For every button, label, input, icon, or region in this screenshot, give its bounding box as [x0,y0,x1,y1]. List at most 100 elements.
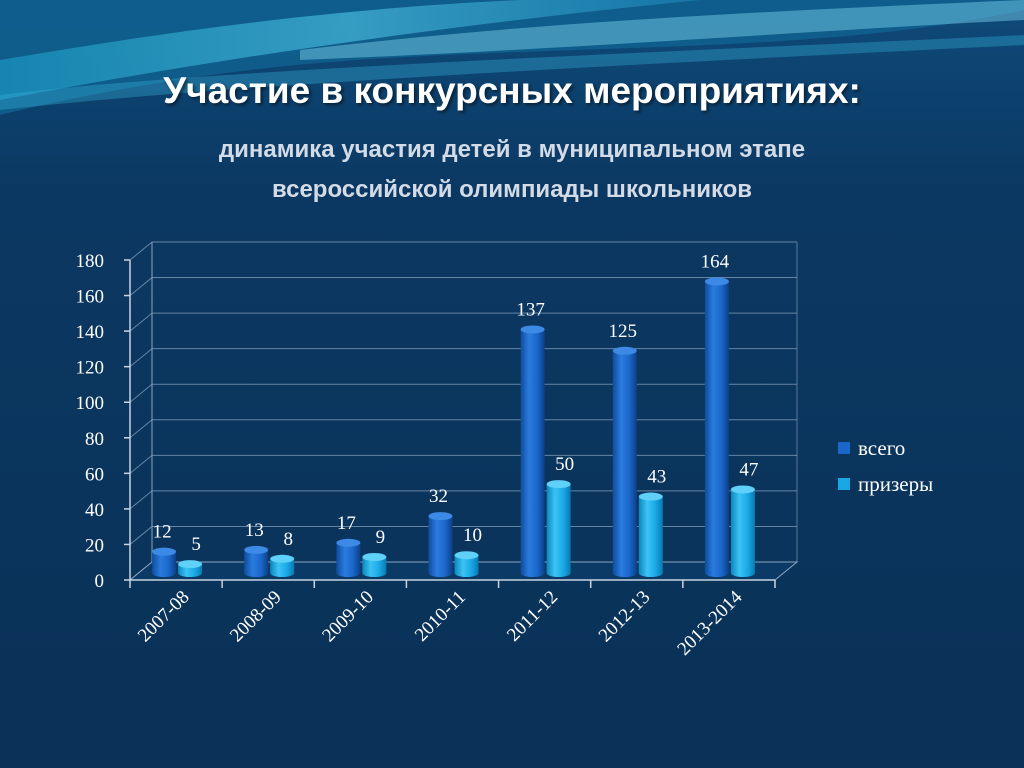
bar-cap [638,492,663,501]
data-label-winners: 43 [647,467,666,488]
bar-cap [428,512,453,521]
bar-base [336,569,361,577]
y-tick-label: 140 [76,322,105,343]
bar-body [244,549,269,573]
bar-cap [152,547,177,556]
bar-base [704,569,729,577]
data-label-winners: 10 [463,525,482,546]
bar-body [730,489,755,573]
bar-total-2011-12 [520,325,545,577]
bar-base [178,569,203,577]
y-tick-label: 100 [76,393,105,414]
bar-body [638,496,663,573]
bar-body [362,557,387,573]
chart-legend: всего призеры [838,430,933,502]
legend-swatch-winners [838,478,850,490]
bar-base [638,569,663,577]
y-tick-label: 120 [76,358,105,379]
y-tick-label: 180 [76,251,105,272]
data-label-total: 17 [337,513,356,534]
bar-base [428,569,453,577]
x-tick-label: 2011-12 [503,587,562,646]
legend-label-total: всего [858,435,906,460]
data-label-total: 125 [609,321,638,342]
gridline-side [129,383,153,403]
subtitle-line-2: всероссийской олимпиады школьников [271,176,753,203]
data-label-total: 13 [245,520,264,541]
data-label-total: 32 [429,486,448,507]
legend-label-winners: призеры [858,471,934,496]
y-tick-label: 40 [85,500,104,521]
data-label-winners: 47 [739,459,758,480]
bar-winners-2012-13 [638,492,663,577]
bar-body [428,516,453,573]
gridline-side [129,241,153,261]
data-label-winners: 5 [191,534,201,555]
x-tick-label: 2008-09 [226,587,286,647]
bar-total-2013-2014 [704,277,729,577]
legend-item-total: всего [838,430,933,466]
bar-total-2007-08 [152,547,177,577]
data-label-total: 164 [701,251,730,272]
bar-body [270,558,295,573]
gridline-side [129,454,153,474]
x-tick-label: 2009-10 [318,587,378,647]
bar-cap [244,545,269,554]
bar-base [730,569,755,577]
bar-winners-2009-10 [362,553,387,577]
chart-axes [124,242,799,588]
data-label-total: 12 [153,522,172,543]
data-label-winners: 50 [555,454,574,475]
bar-cap [454,551,479,560]
x-tick-label: 2013-2014 [673,586,746,659]
y-tick-label: 60 [85,464,104,485]
bar-body [454,555,479,573]
bar-winners-2008-09 [270,554,295,577]
bar-cap [362,553,387,561]
gridline-side [129,419,153,439]
bar-cap [730,485,755,494]
bar-cap [546,480,571,489]
slide-title: Участие в конкурсных мероприятиях: [163,70,861,111]
bar-base [546,569,571,577]
data-label-winners: 8 [283,529,293,550]
bar-body [612,350,637,573]
slide-subtitle: динамика участия детей в муниципальном э… [112,130,912,210]
bar-winners-2007-08 [178,560,203,577]
bar-total-2010-11 [428,512,453,577]
bar-cap [704,277,729,286]
gridline-side [129,277,153,296]
bar-winners-2013-2014 [730,485,755,577]
bar-base [362,569,387,577]
gridline-side [129,490,153,510]
gridline-side [129,348,153,368]
bar-base [612,569,637,577]
bar-base [244,569,269,577]
bar-cap [270,554,295,563]
y-tick-label: 20 [85,535,104,556]
legend-item-winners: призеры [838,466,933,502]
bar-body [546,484,571,573]
bar-winners-2011-12 [546,480,571,577]
x-tick-label: 2012-13 [595,587,655,647]
bar-total-2012-13 [612,346,637,577]
bar-base [454,569,479,577]
data-label-total: 137 [516,299,545,320]
bar-base [520,569,545,577]
bar-body [704,281,729,573]
y-tick-label: 0 [95,571,105,592]
bar-cap [336,538,361,547]
bar-body [152,551,177,573]
x-tick-label: 2010-11 [411,587,470,646]
y-tick-label: 160 [76,287,105,308]
bar-total-2009-10 [336,538,361,577]
x-tick-label: 2007-08 [134,587,194,647]
bar-total-2008-09 [244,545,269,577]
bar-body [336,542,361,573]
data-label-winners: 9 [376,527,386,548]
bar-winners-2010-11 [454,551,479,577]
bar-cap [178,560,203,569]
bar-cap [612,346,637,355]
bar-body [520,329,545,573]
